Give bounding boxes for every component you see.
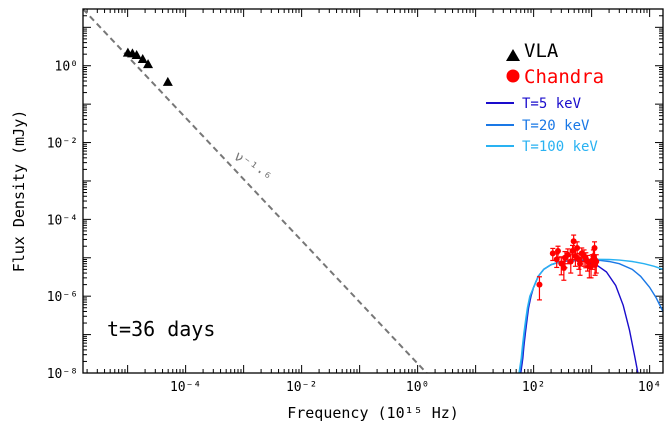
legend-label-t-100-kev: T=100 keV bbox=[522, 139, 598, 155]
y-tick-label: 10⁻⁶ bbox=[47, 290, 78, 305]
chandra-point bbox=[574, 244, 581, 251]
y-tick-label: 10⁻⁴ bbox=[47, 213, 78, 228]
chandra-point bbox=[591, 244, 598, 251]
legend-label-t-20-kev: T=20 keV bbox=[522, 118, 590, 134]
legend-label-chandra: Chandra bbox=[524, 66, 604, 88]
chandra-point bbox=[593, 258, 600, 265]
chandra-point bbox=[577, 260, 584, 267]
legend-circle-marker bbox=[506, 69, 520, 83]
y-tick-label: 10⁻² bbox=[47, 137, 78, 152]
vla-point bbox=[143, 59, 154, 69]
axis-ticks bbox=[83, 8, 663, 374]
plot-area bbox=[83, 9, 663, 373]
chandra-point bbox=[549, 250, 556, 257]
chandra-point bbox=[570, 238, 577, 245]
chandra-point bbox=[564, 251, 571, 258]
tick-labels: 10⁻⁴ 10⁻² 10⁰ 10² 10⁴ 10⁻⁸ 10⁻⁶ 10⁻⁴ 10⁻² 10⁰ bbox=[47, 60, 662, 395]
legend-triangle-marker bbox=[506, 49, 520, 61]
x-tick-label: 10² bbox=[522, 380, 545, 395]
vla-point bbox=[131, 50, 142, 60]
x-tick-label: 10⁻² bbox=[286, 380, 317, 395]
model-line-t-5-kev bbox=[520, 259, 639, 373]
x-tick-label: 10⁻⁴ bbox=[170, 380, 201, 395]
powerlaw-label: ν⁻¹·⁶ bbox=[231, 148, 274, 186]
vla-point bbox=[162, 76, 173, 86]
model-line-t-100-kev bbox=[518, 258, 663, 373]
y-axis-label: Flux Density (mJy) bbox=[10, 110, 28, 273]
plot-frame bbox=[82, 8, 664, 374]
x-tick-label: 10⁴ bbox=[638, 380, 661, 395]
vla-point bbox=[137, 53, 148, 63]
legend-label-vla: VLA bbox=[524, 40, 559, 62]
legend: VLA Chandra T=5 keV T=20 keV T=100 keV bbox=[486, 40, 604, 155]
y-tick-label: 10⁰ bbox=[55, 60, 78, 75]
chandra-point bbox=[554, 248, 561, 255]
time-annotation: t=36 days bbox=[107, 317, 215, 341]
chandra-point bbox=[558, 260, 565, 267]
legend-label-t-5-kev: T=5 keV bbox=[522, 96, 582, 112]
x-tick-label: 10⁰ bbox=[406, 380, 429, 395]
powerlaw-line bbox=[83, 9, 428, 373]
y-tick-label: 10⁻⁸ bbox=[47, 367, 78, 382]
chandra-point bbox=[536, 281, 543, 288]
x-axis-label: Frequency (10¹⁵ Hz) bbox=[287, 404, 459, 422]
